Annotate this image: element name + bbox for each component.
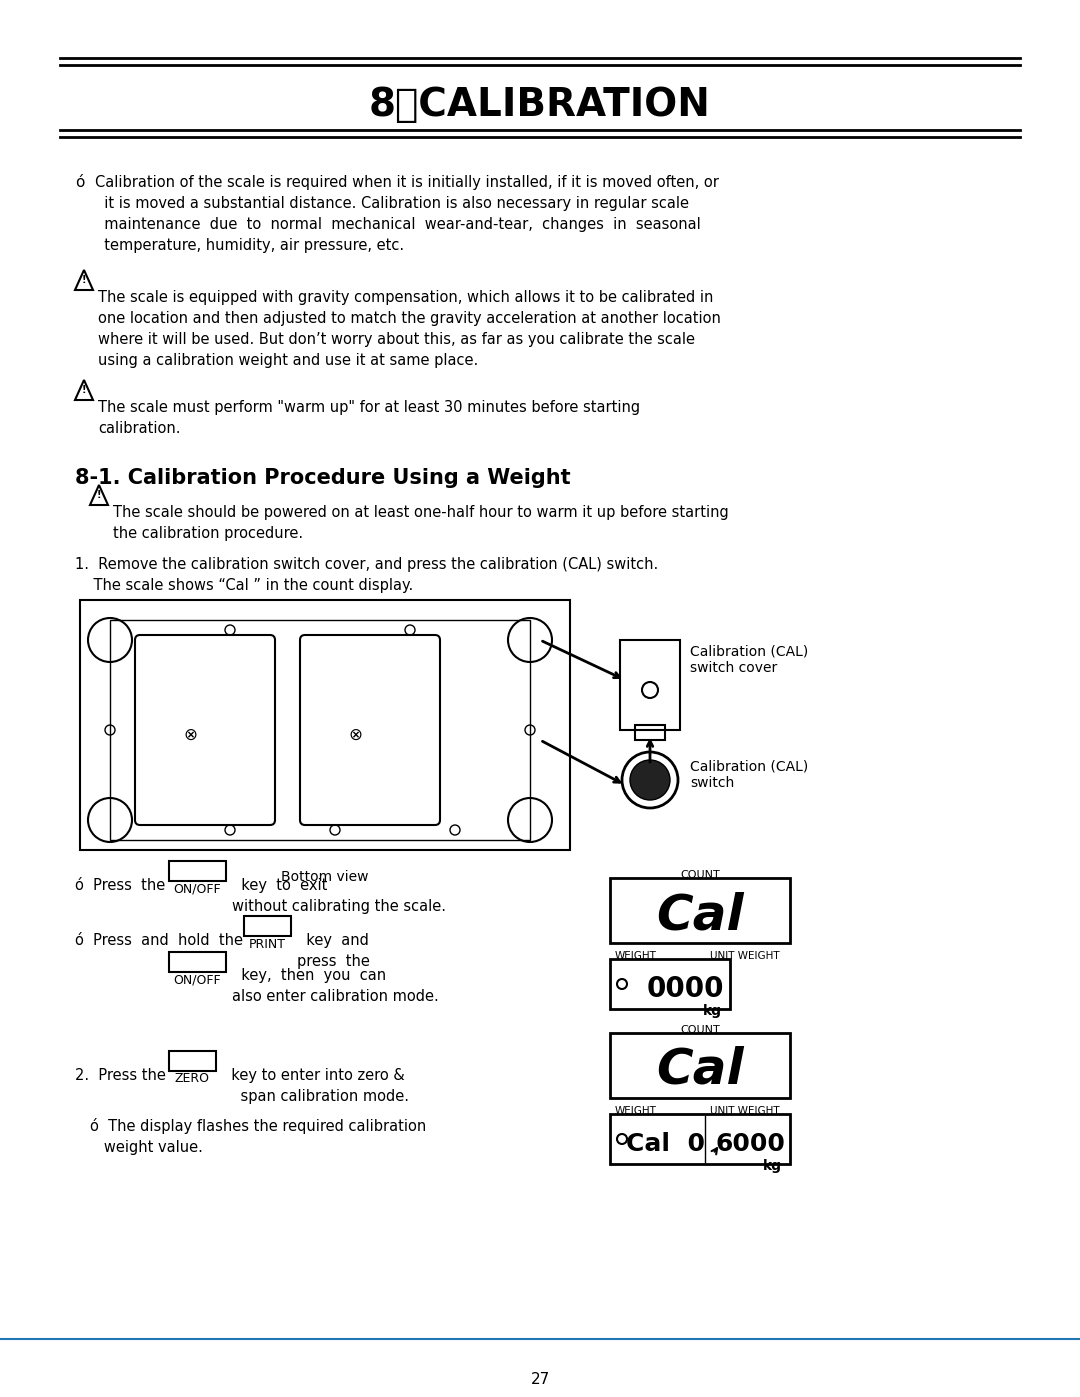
- Text: 6000: 6000: [715, 1132, 785, 1155]
- Text: 1.  Remove the calibration switch cover, and press the calibration (CAL) switch.: 1. Remove the calibration switch cover, …: [75, 557, 658, 592]
- Circle shape: [630, 760, 670, 800]
- Text: Cal: Cal: [657, 891, 744, 939]
- Bar: [610, 958, 730, 1009]
- Text: kg: kg: [762, 1160, 782, 1173]
- FancyBboxPatch shape: [168, 1051, 216, 1071]
- Text: ó: ó: [75, 175, 84, 190]
- Text: Calibration (CAL)
switch: Calibration (CAL) switch: [690, 760, 808, 791]
- Bar: [110, 620, 530, 840]
- Text: !: !: [82, 386, 86, 395]
- Text: WEIGHT: WEIGHT: [615, 1106, 657, 1116]
- Bar: [80, 599, 570, 849]
- Text: ⊗: ⊗: [184, 726, 197, 745]
- Text: ⊗: ⊗: [348, 726, 362, 745]
- Text: ON/OFF: ON/OFF: [173, 883, 220, 895]
- Text: Cal  0: Cal 0: [625, 1132, 704, 1155]
- Bar: [610, 1113, 789, 1164]
- Text: key,  then  you  can
also enter calibration mode.: key, then you can also enter calibration…: [232, 968, 438, 1004]
- Text: COUNT: COUNT: [680, 870, 720, 880]
- Text: The scale must perform "warm up" for at least 30 minutes before starting
calibra: The scale must perform "warm up" for at …: [98, 400, 640, 436]
- Text: 8．CALIBRATION: 8．CALIBRATION: [369, 87, 711, 124]
- Bar: [635, 725, 665, 740]
- FancyBboxPatch shape: [244, 916, 291, 936]
- FancyBboxPatch shape: [168, 951, 226, 972]
- Text: UNIT WEIGHT: UNIT WEIGHT: [710, 951, 780, 961]
- Text: key  and
press  the: key and press the: [297, 933, 379, 970]
- Text: kg: kg: [703, 1004, 723, 1018]
- Text: ó  Press  the: ó Press the: [75, 877, 175, 893]
- FancyBboxPatch shape: [168, 861, 226, 882]
- Text: !: !: [82, 275, 86, 285]
- Text: 2.  Press the: 2. Press the: [75, 1067, 175, 1083]
- Text: ó  Press  and  hold  the: ó Press and hold the: [75, 933, 253, 949]
- Text: Calibration of the scale is required when it is initially installed, if it is mo: Calibration of the scale is required whe…: [95, 175, 719, 253]
- Text: ON/OFF: ON/OFF: [173, 974, 220, 986]
- Text: WEIGHT: WEIGHT: [615, 951, 657, 961]
- Text: !: !: [97, 490, 102, 500]
- Text: Cal: Cal: [657, 1046, 744, 1094]
- Text: The scale should be powered on at least one-half hour to warm it up before start: The scale should be powered on at least …: [113, 504, 729, 541]
- Text: PRINT: PRINT: [248, 937, 285, 950]
- Text: ZERO: ZERO: [175, 1073, 210, 1085]
- Text: COUNT: COUNT: [680, 1025, 720, 1035]
- Bar: [610, 1032, 789, 1098]
- Text: ó  The display flashes the required calibration
   weight value.: ó The display flashes the required calib…: [90, 1118, 427, 1155]
- Text: 27: 27: [530, 1372, 550, 1387]
- Text: key to enter into zero &
    span calibration mode.: key to enter into zero & span calibratio…: [222, 1067, 409, 1104]
- Text: UNIT WEIGHT: UNIT WEIGHT: [710, 1106, 780, 1116]
- Text: key  to  exit
without calibrating the scale.: key to exit without calibrating the scal…: [232, 877, 446, 914]
- Bar: [610, 877, 789, 943]
- Bar: [620, 640, 680, 731]
- Text: 0000: 0000: [646, 975, 724, 1003]
- Text: Bottom view: Bottom view: [281, 870, 368, 884]
- Text: Calibration (CAL)
switch cover: Calibration (CAL) switch cover: [690, 645, 808, 675]
- Text: The scale is equipped with gravity compensation, which allows it to be calibrate: The scale is equipped with gravity compe…: [98, 291, 720, 367]
- Text: 8-1. Calibration Procedure Using a Weight: 8-1. Calibration Procedure Using a Weigh…: [75, 468, 570, 488]
